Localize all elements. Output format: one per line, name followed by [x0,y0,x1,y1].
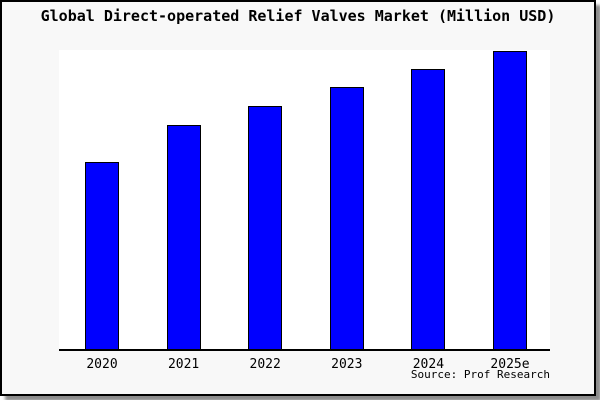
bar-2023 [329,87,364,351]
x-tick-label-2022: 2022 [249,357,281,372]
x-tick-label-2021: 2021 [167,357,200,372]
x-axis-tick-labels: 2020 2021 2022 2023 2024 2025e [2,357,594,373]
bar-2021 [166,125,201,351]
x-tick-label-2023: 2023 [331,357,363,372]
chart-title: Global Direct-operated Relief Valves Mar… [40,7,556,25]
x-tick-label-2020: 2020 [86,357,118,372]
bar-2022 [248,106,283,351]
plot-area [59,50,550,351]
x-tick-label-2024: 2024 [412,357,445,372]
source-credit: Source: Prof Research [410,368,550,381]
bar-2020 [85,162,119,351]
bar-2024 [411,69,446,351]
bar-2025e [493,51,527,351]
x-tick-label-2025e: 2025e [490,357,530,372]
x-axis-line [59,349,550,351]
